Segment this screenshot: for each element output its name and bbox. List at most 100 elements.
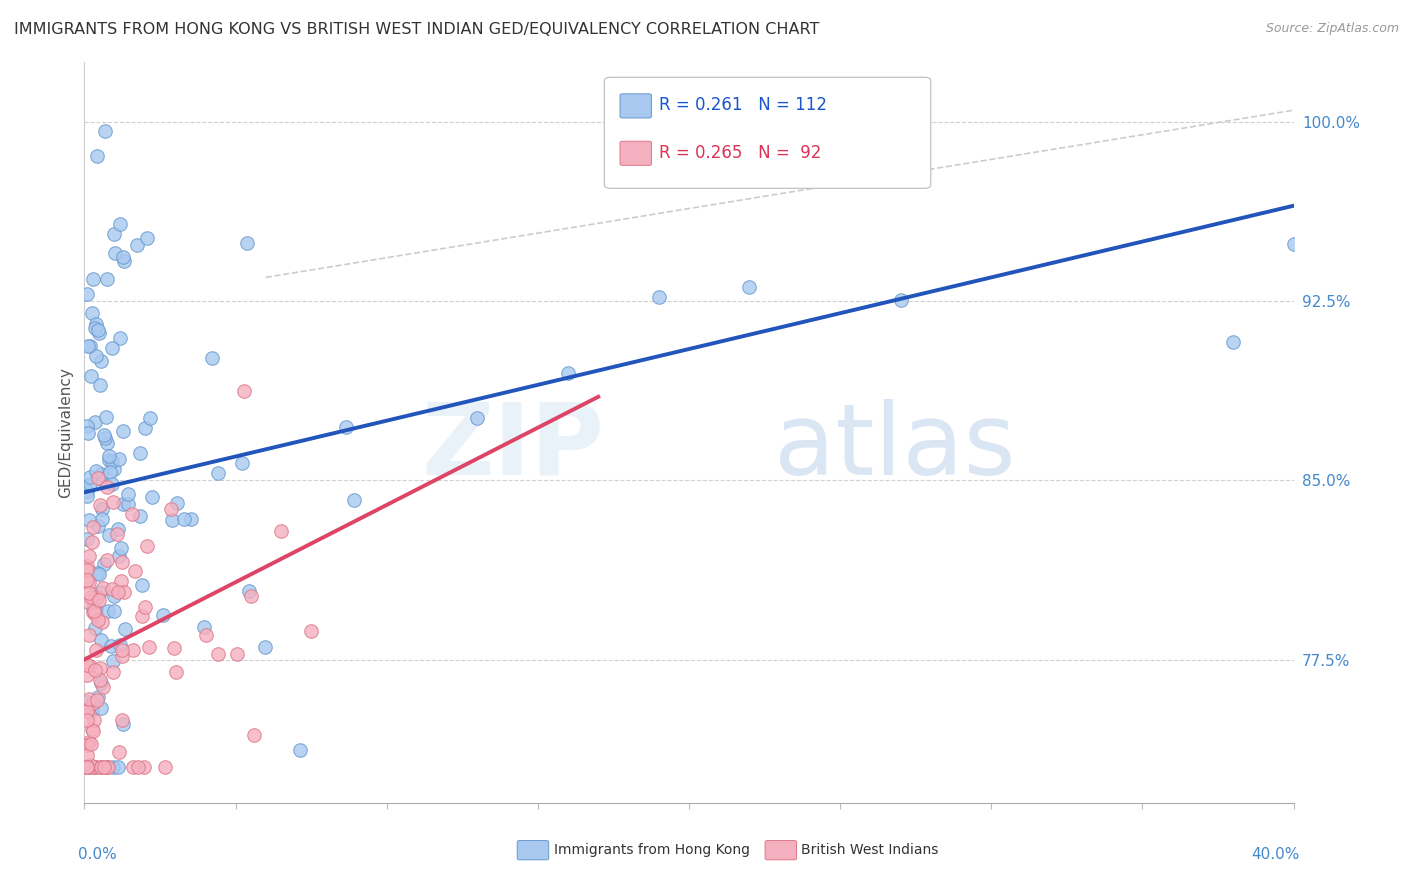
Point [77,575,100,590]
Point [93,428,115,442]
Text: 40.0%: 40.0% [1251,847,1299,863]
Point [236,235,259,250]
Point [107,745,129,759]
Point [112,584,135,599]
Point [138,640,160,654]
Point [163,640,186,655]
Point [83,714,105,728]
Point [87,471,110,485]
Point [89,585,111,599]
Text: IMMIGRANTS FROM HONG KONG VS BRITISH WEST INDIAN GED/EQUIVALENCY CORRELATION CHA: IMMIGRANTS FROM HONG KONG VS BRITISH WES… [14,22,820,37]
Point [96,760,118,774]
Point [83,607,105,621]
Point [84,663,107,677]
Point [288,742,311,756]
Point [738,280,761,294]
Text: ZIP: ZIP [422,399,605,496]
Point [80,722,103,736]
Point [108,638,131,652]
Point [80,737,103,751]
Point [87,323,110,337]
Point [207,466,229,480]
Point [76,573,98,587]
Point [79,339,101,353]
Point [165,665,187,680]
Point [173,512,195,526]
Point [103,495,125,509]
Point [160,513,183,527]
Point [207,648,229,662]
Point [112,424,135,438]
Point [77,549,100,563]
Point [648,290,671,304]
Point [76,419,98,434]
Point [76,489,98,503]
Point [79,513,101,527]
Point [242,728,264,742]
Text: 0.0%: 0.0% [79,847,117,863]
Point [82,600,104,615]
Point [121,507,143,521]
Y-axis label: GED/Equivalency: GED/Equivalency [58,368,73,498]
Point [112,250,135,264]
Point [82,520,104,534]
Point [101,454,124,468]
Point [139,411,162,425]
Point [94,124,117,138]
Point [87,592,110,607]
Point [155,760,177,774]
Point [89,377,111,392]
Point [79,476,101,491]
Point [299,624,322,639]
Point [86,590,108,604]
Point [82,696,104,710]
Point [1222,335,1244,350]
Point [114,622,136,636]
Point [77,735,100,749]
Point [76,760,98,774]
Point [77,586,100,600]
Point [89,661,111,675]
FancyBboxPatch shape [517,840,548,860]
Text: R = 0.261   N = 112: R = 0.261 N = 112 [659,96,827,114]
Point [233,384,256,398]
Point [152,607,174,622]
FancyBboxPatch shape [605,78,931,188]
Point [76,658,98,673]
Point [100,341,122,355]
Text: Immigrants from Hong Kong: Immigrants from Hong Kong [554,843,749,857]
Point [86,566,108,580]
Point [107,522,129,536]
Point [195,628,218,642]
Point [76,760,98,774]
Point [103,227,125,241]
Point [467,410,489,425]
Point [110,217,132,231]
Point [134,600,156,615]
Point [90,760,112,774]
Point [96,553,118,567]
Point [94,431,117,445]
Point [1282,236,1305,251]
Point [82,723,104,738]
Point [201,351,224,366]
Point [82,535,104,549]
Point [86,692,108,706]
Point [83,621,105,635]
Point [84,321,107,335]
Point [79,590,101,604]
Point [101,654,124,668]
Point [76,287,98,301]
Point [90,472,112,486]
Point [76,747,98,762]
Point [96,760,118,774]
Point [94,409,117,424]
Point [335,419,357,434]
Point [90,701,112,715]
Point [108,452,131,467]
Point [91,615,114,630]
Point [127,238,149,252]
Point [83,604,105,618]
Point [96,479,118,493]
FancyBboxPatch shape [765,840,797,860]
